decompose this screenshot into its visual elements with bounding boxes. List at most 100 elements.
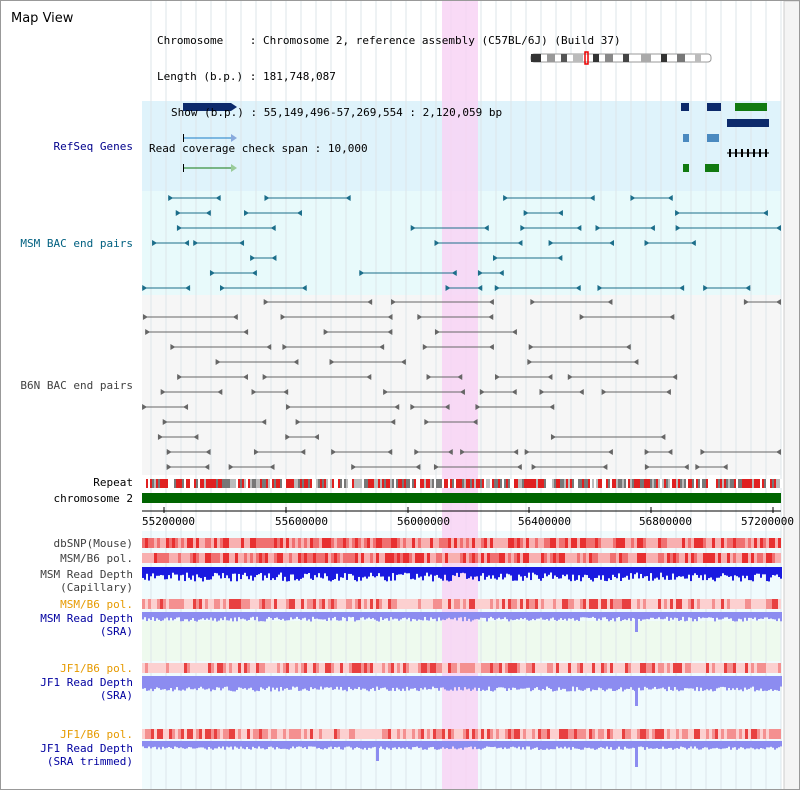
polymorphism-bin (529, 663, 532, 673)
polymorphism-bin (604, 553, 607, 563)
read-depth-bar (752, 741, 754, 749)
bac-end-marker (387, 314, 393, 320)
polymorphism-bin (664, 663, 667, 673)
polymorphism-bin (757, 729, 760, 739)
read-depth-bar (626, 567, 628, 576)
polymorphism-bin (298, 663, 301, 673)
read-depth-bar (362, 676, 364, 689)
read-depth-bar (426, 612, 428, 621)
read-depth-bar (744, 741, 746, 750)
polymorphism-bin (658, 663, 661, 673)
bac-end-marker (142, 314, 148, 320)
polymorphism-bin (568, 538, 571, 548)
polymorphism-bin (670, 599, 673, 609)
polymorphism-bin (613, 553, 616, 563)
read-depth-bar (320, 567, 322, 578)
read-depth-bar (762, 676, 764, 692)
read-depth-bar (198, 676, 200, 689)
polymorphism-bin (583, 599, 586, 609)
polymorphism-bin (715, 729, 718, 739)
polymorphism-bin (775, 599, 778, 609)
repeat-block (766, 479, 768, 488)
polymorphism-bin (475, 663, 478, 673)
read-depth-bar (242, 567, 244, 575)
bac-end-marker (433, 464, 439, 470)
polymorphism-bin (187, 663, 190, 673)
polymorphism-bin (676, 553, 679, 563)
read-depth-bar (548, 612, 550, 621)
read-depth-bar (676, 741, 678, 748)
polymorphism-bin (394, 538, 397, 548)
read-depth-bar (468, 567, 470, 579)
read-depth-bar (744, 676, 746, 688)
polymorphism-bin (634, 663, 637, 673)
polymorphism-bin (775, 538, 778, 548)
polymorphism-bin (703, 729, 706, 739)
read-depth-bar (444, 612, 446, 621)
read-depth-bar (374, 676, 376, 691)
read-depth-bar (266, 741, 268, 750)
read-depth-bar (308, 741, 310, 747)
polymorphism-bin (640, 663, 643, 673)
polymorphism-bin (229, 553, 232, 563)
refseq-gene-arrow (231, 134, 237, 142)
read-depth-bar (664, 567, 666, 580)
repeat-block (604, 479, 606, 488)
repeat-block (656, 479, 658, 488)
polymorphism-bin (235, 553, 238, 563)
read-depth-bar (558, 741, 560, 749)
repeat-block (480, 479, 482, 488)
ideogram-band (695, 54, 701, 62)
read-depth-bar (322, 676, 324, 690)
repeat-block (326, 479, 328, 488)
read-depth-bar (672, 567, 674, 574)
polymorphism-bin (427, 599, 430, 609)
bac-end-marker (649, 225, 655, 231)
read-depth-bar (330, 567, 332, 582)
repeat-block (418, 479, 420, 488)
read-depth-bar (474, 676, 476, 688)
polymorphism-bin (367, 538, 370, 548)
read-depth-bar (310, 567, 312, 579)
polymorphism-bin (292, 729, 295, 739)
read-depth-bar (552, 741, 554, 750)
repeat-block (434, 479, 436, 488)
polymorphism-bin (142, 663, 145, 673)
read-depth-bar (508, 676, 510, 689)
read-depth-bar (696, 741, 698, 749)
repeat-block (410, 479, 412, 488)
read-depth-bar (248, 676, 250, 689)
repeat-block (596, 479, 598, 488)
polymorphism-bin (703, 553, 706, 563)
read-depth-bar (266, 676, 268, 689)
read-depth-bar (358, 567, 360, 577)
read-depth-bar (372, 612, 374, 619)
read-depth-bar (678, 741, 680, 749)
read-depth-bar (160, 567, 162, 575)
polymorphism-bin (226, 599, 229, 609)
read-depth-bar (672, 676, 674, 691)
polymorphism-bin (286, 538, 289, 548)
polymorphism-bin (439, 538, 442, 548)
read-depth-bar (618, 567, 620, 574)
read-depth-bar (162, 612, 164, 621)
read-depth-bar (750, 612, 752, 618)
read-depth-bar (774, 741, 776, 750)
polymorphism-bin (193, 599, 196, 609)
polymorphism-bin (649, 663, 652, 673)
read-depth-bar (538, 567, 540, 579)
read-depth-bar (364, 567, 366, 577)
polymorphism-bin (457, 599, 460, 609)
read-depth-bar (404, 567, 406, 573)
bac-end-marker (269, 464, 275, 470)
read-depth-bar (606, 741, 608, 747)
bac-end-marker (549, 404, 555, 410)
repeat-block (442, 479, 444, 488)
read-depth-bar (582, 676, 584, 691)
read-depth-bar (726, 676, 728, 691)
polymorphism-bin (400, 729, 403, 739)
highlight-region (442, 1, 478, 789)
polymorphism-bin (367, 553, 370, 563)
read-depth-bar (740, 612, 742, 620)
